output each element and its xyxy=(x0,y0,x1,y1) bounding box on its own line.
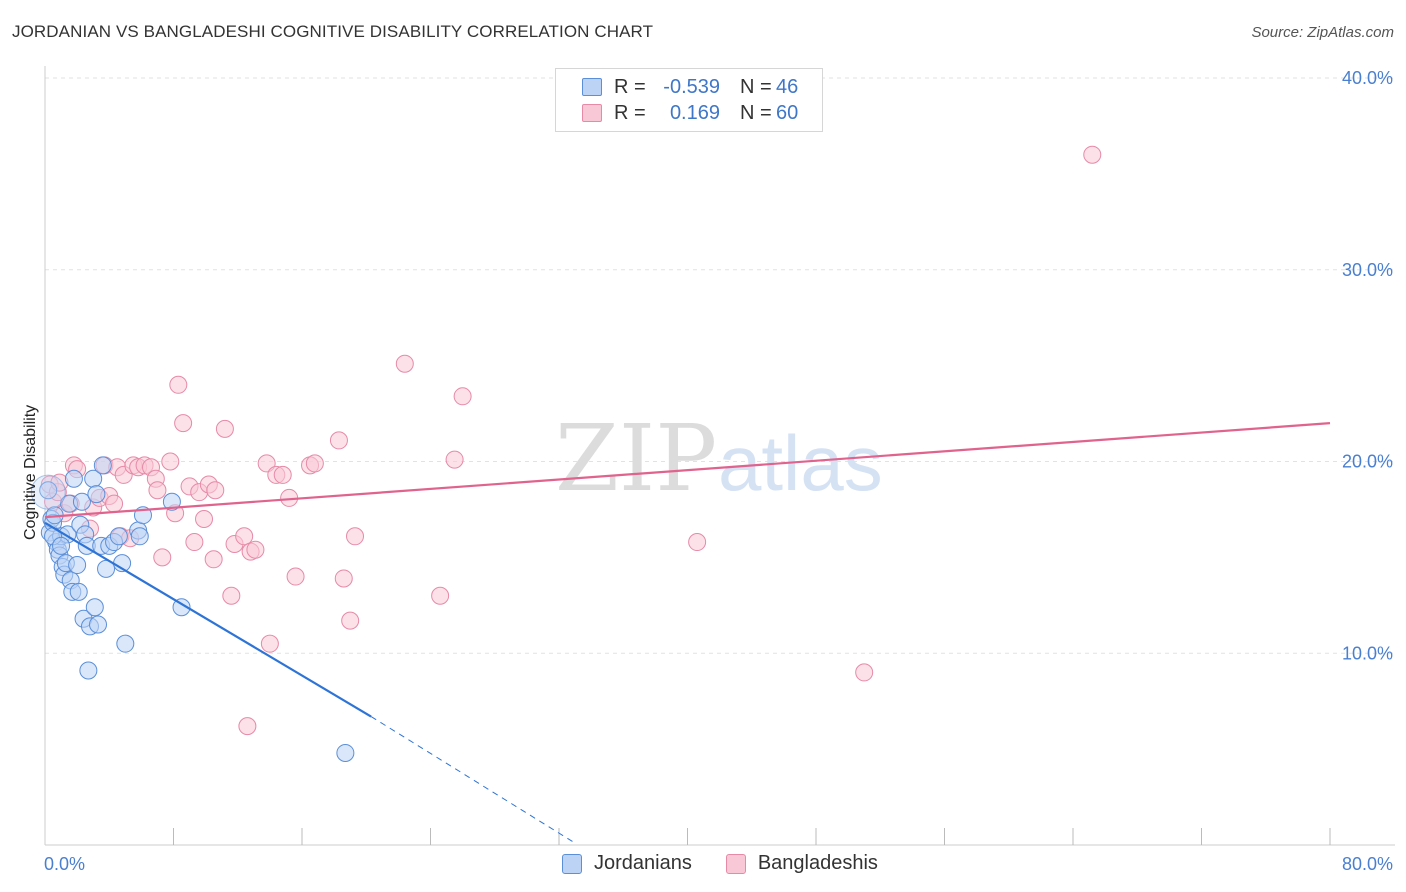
legend-n-value: 60 xyxy=(776,101,799,124)
bangladeshi-point xyxy=(153,548,172,567)
bangladeshi-point xyxy=(235,527,254,546)
bangladeshi-point xyxy=(431,586,450,605)
correlation-legend: R = -0.539 N = 46 R = 0.169 N = 60 xyxy=(555,68,823,132)
legend-r-value: 0.169 xyxy=(669,101,720,124)
bangladeshi-point xyxy=(346,527,365,546)
bangladeshi-point xyxy=(453,387,472,406)
legend-n-value: 46 xyxy=(776,75,799,98)
jordanian-point xyxy=(68,556,87,575)
bangladeshi-point xyxy=(260,634,279,653)
jordanian-point xyxy=(89,615,108,634)
jordanian-point xyxy=(93,456,112,475)
bangladeshi-point xyxy=(238,717,257,736)
jordanian-point xyxy=(52,536,71,555)
jordanian-trend-extension xyxy=(370,716,576,844)
y-tick-label: 40.0% xyxy=(1342,68,1393,88)
bangladeshi-point xyxy=(246,540,265,559)
series-bangladeshis-points xyxy=(40,145,1102,736)
legend-label-bangladeshis: Bangladeshis xyxy=(757,852,878,874)
jordanian-point xyxy=(87,485,106,504)
legend-r-value: -0.539 xyxy=(663,75,720,98)
legend-swatch-jordanians xyxy=(562,853,582,874)
chart-title: JORDANIAN VS BANGLADESHI COGNITIVE DISAB… xyxy=(12,22,654,41)
bangladeshi-point xyxy=(688,533,707,552)
bangladeshi-point xyxy=(855,663,874,682)
legend-n-label: N = xyxy=(740,101,772,124)
bangladeshi-point xyxy=(341,611,360,630)
jordanian-point xyxy=(79,661,98,680)
jordanian-point xyxy=(116,634,135,653)
bangladeshi-point xyxy=(169,375,188,394)
jordanian-point xyxy=(336,743,355,762)
watermark: ZIP atlas xyxy=(555,405,883,512)
legend-r-label: R = xyxy=(614,101,646,124)
x-tick-label: 0.0% xyxy=(44,854,85,874)
bangladeshi-point xyxy=(195,510,214,529)
bangladeshi-trend-line xyxy=(44,422,1331,519)
jordanian-point xyxy=(130,527,149,546)
legend-row-bangladeshis: R = 0.169 N = 60 xyxy=(556,100,816,126)
watermark-atlas: atlas xyxy=(718,419,883,507)
bangladeshi-point xyxy=(185,533,204,552)
legend-n-label: N = xyxy=(740,75,772,98)
jordanian-point xyxy=(64,469,83,488)
bangladeshi-point xyxy=(174,414,193,433)
legend-label-jordanians: Jordanians xyxy=(594,852,692,874)
jordanian-point xyxy=(172,598,191,617)
bangladeshi-point xyxy=(329,431,348,450)
axis-ticks: 10.0% 20.0% 30.0% 40.0% 0.0% 80.0% xyxy=(44,68,1393,874)
jordanian-point-large xyxy=(30,474,66,510)
trend-lines xyxy=(44,422,1331,844)
bangladeshi-point xyxy=(257,454,276,473)
jordanian-trend-line xyxy=(44,521,372,718)
bangladeshi-point xyxy=(222,586,241,605)
legend-row-jordanians: R = -0.539 N = 46 xyxy=(556,74,816,100)
bangladeshi-point xyxy=(148,481,167,500)
bangladeshi-point xyxy=(305,454,324,473)
y-tick-label: 10.0% xyxy=(1342,643,1393,663)
bangladeshi-point xyxy=(215,419,234,438)
jordanian-point xyxy=(162,492,181,511)
legend-swatch-bangladeshis xyxy=(582,104,602,122)
bangladeshi-point xyxy=(1083,145,1102,164)
legend-swatch-jordanians xyxy=(582,78,602,96)
legend-r-label: R = xyxy=(614,75,646,98)
source-credit: Source: ZipAtlas.com xyxy=(1251,24,1394,41)
watermark-zip: ZIP xyxy=(555,405,717,512)
y-tick-label: 20.0% xyxy=(1342,452,1393,472)
jordanian-point xyxy=(39,481,58,500)
legend-item-jordanians[interactable]: Jordanians xyxy=(562,852,692,875)
series-jordanians-points xyxy=(30,456,355,762)
bangladeshi-point xyxy=(395,354,414,373)
jordanian-point xyxy=(85,598,104,617)
bangladeshi-point xyxy=(273,465,292,484)
bangladeshi-point xyxy=(105,494,124,513)
y-tick-label: 30.0% xyxy=(1342,260,1393,280)
y-axis-label: Cognitive Disability xyxy=(22,405,39,540)
gridlines xyxy=(45,77,1395,654)
bangladeshi-point xyxy=(445,450,464,469)
legend-swatch-bangladeshis xyxy=(725,853,746,874)
bangladeshi-point xyxy=(334,569,353,588)
jordanian-point xyxy=(69,582,88,601)
series-legend: Jordanians Bangladeshis xyxy=(562,852,912,875)
legend-item-bangladeshis[interactable]: Bangladeshis xyxy=(725,852,878,875)
axes xyxy=(44,66,1395,846)
bangladeshi-point xyxy=(161,452,180,471)
jordanian-point xyxy=(109,527,128,546)
bangladeshi-point xyxy=(206,481,225,500)
x-tick-label: 80.0% xyxy=(1342,854,1393,874)
bangladeshi-point xyxy=(286,567,305,586)
bangladeshi-point xyxy=(204,550,223,569)
jordanian-point xyxy=(72,492,91,511)
